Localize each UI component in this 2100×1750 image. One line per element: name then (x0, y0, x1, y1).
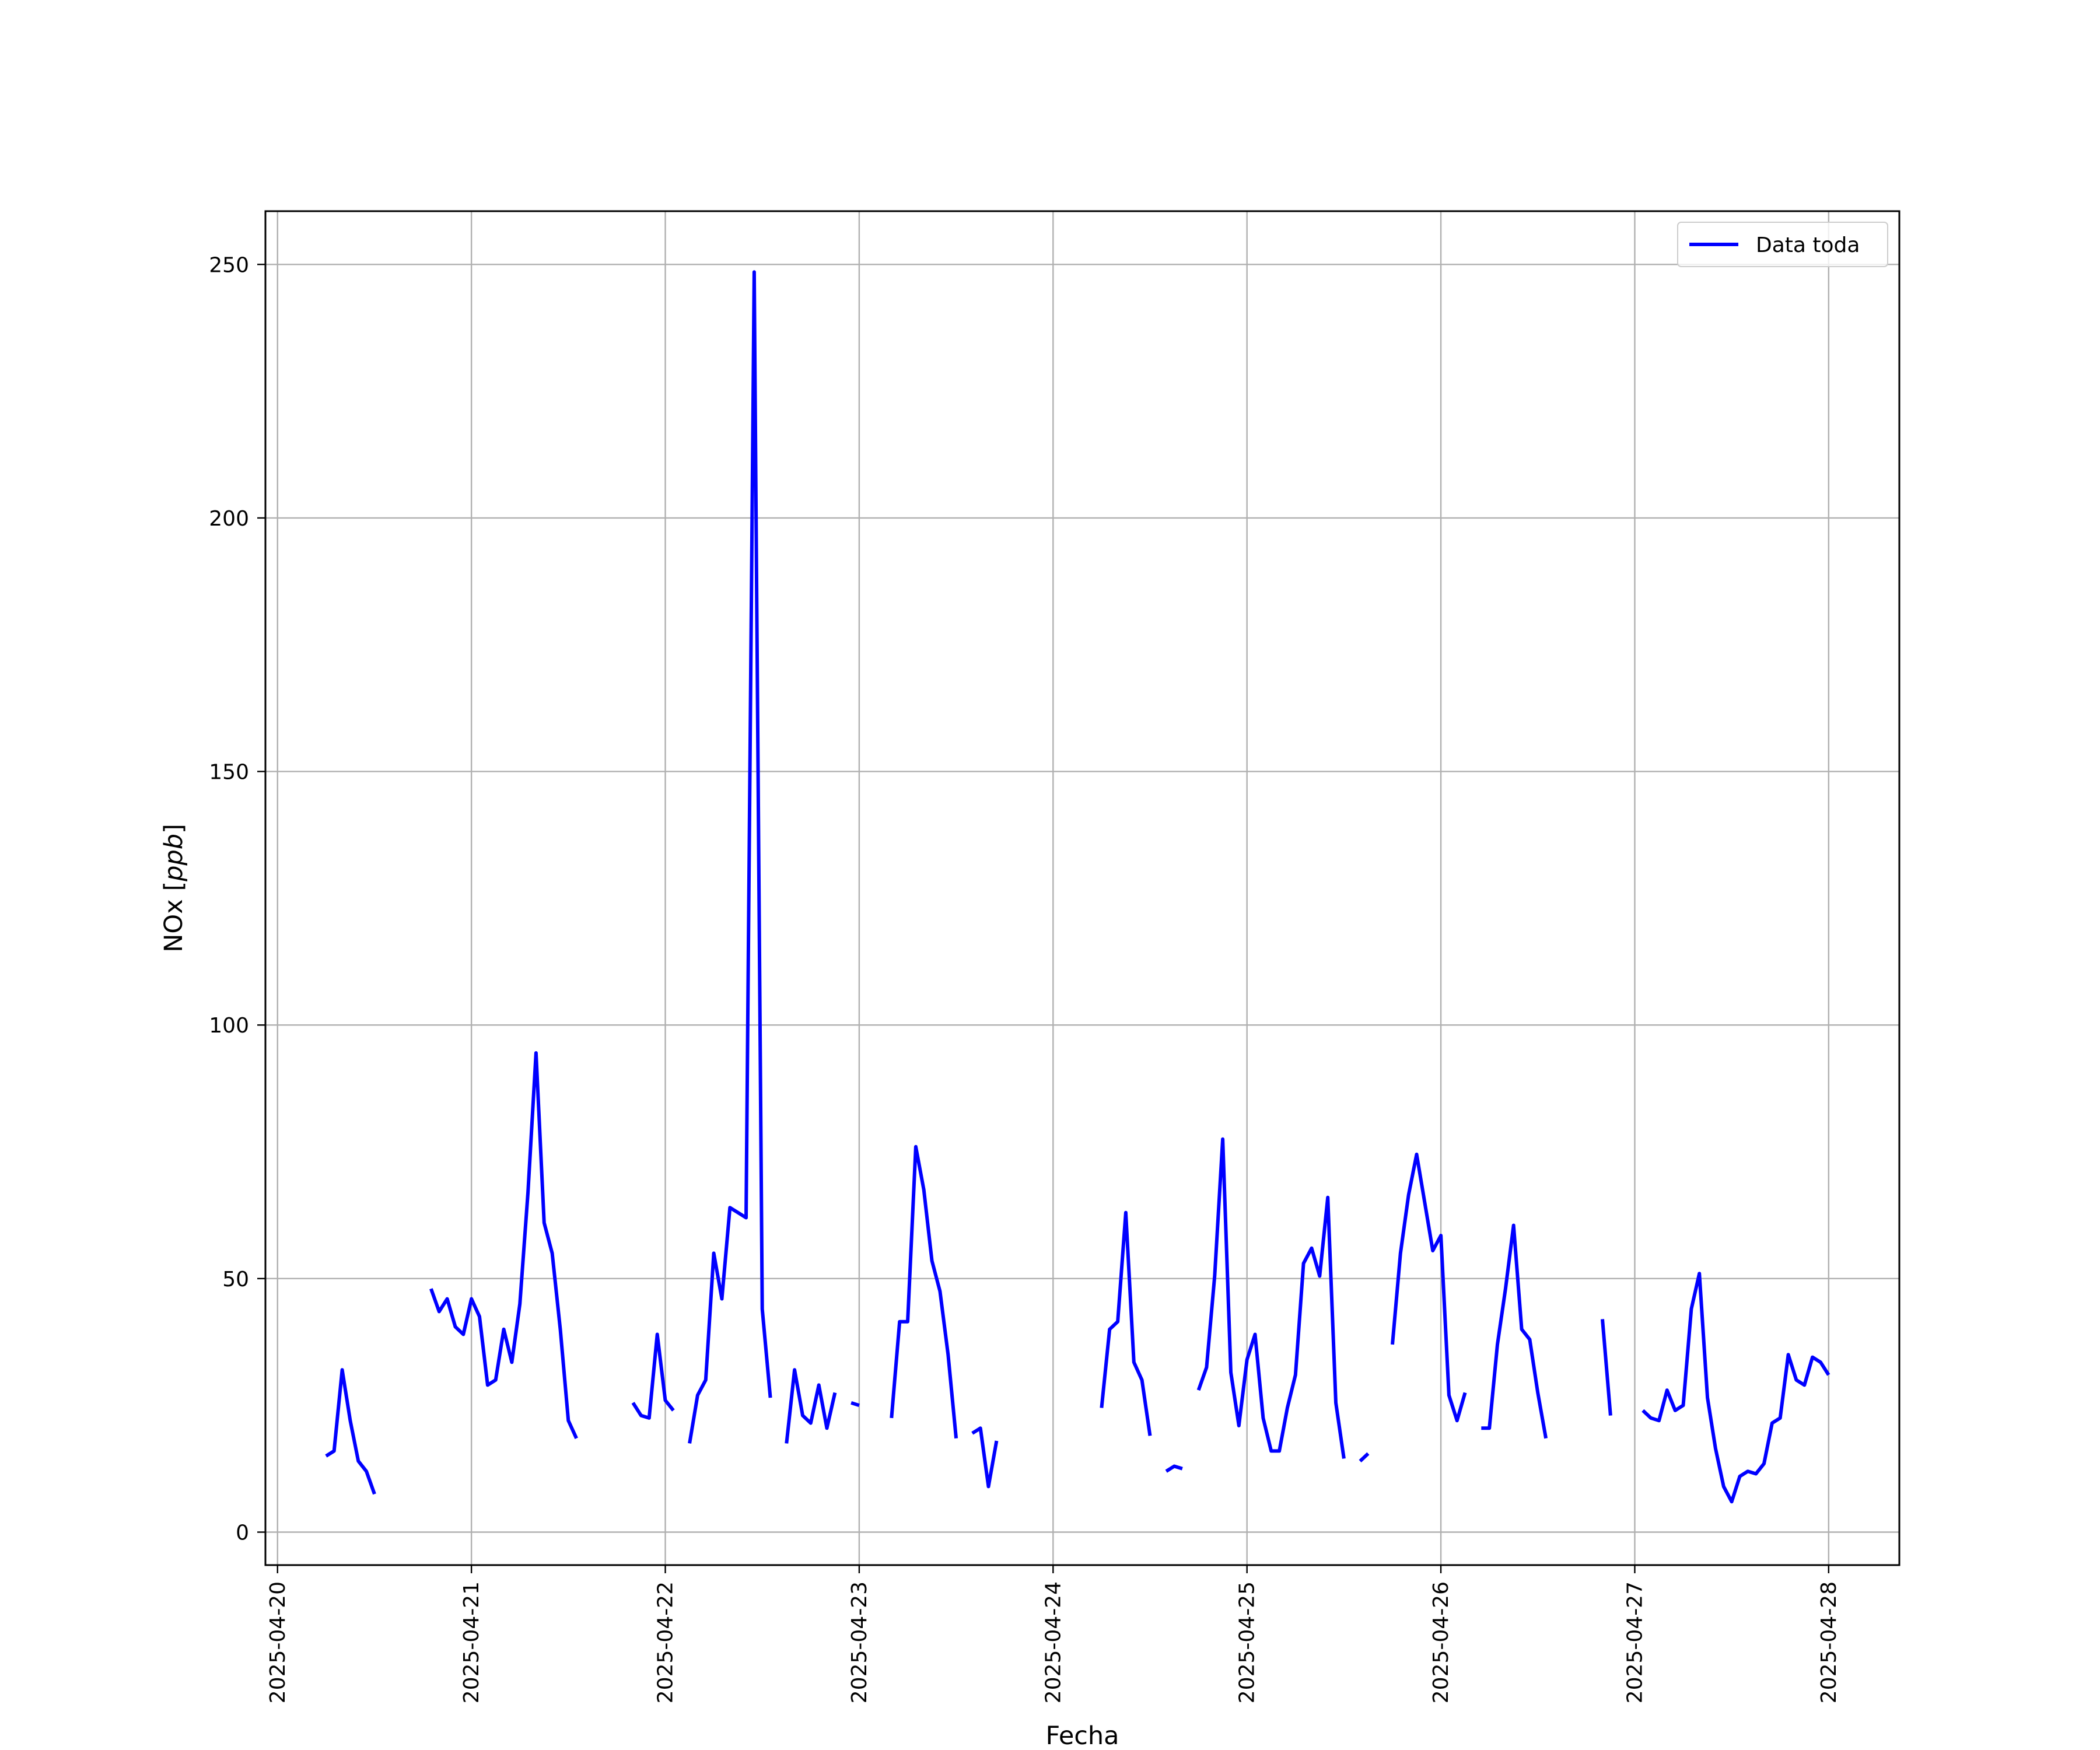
series-line-segment (1100, 1210, 1152, 1436)
y-axis-ticks: 0 50 100 150 200 250 (209, 253, 265, 1545)
y-tick-label: 0 (236, 1521, 249, 1545)
y-tick-label: 200 (209, 507, 249, 531)
y-tick-label: 50 (222, 1268, 249, 1292)
x-tick-label: 2025-04-26 (1429, 1581, 1453, 1703)
series-line-segment (890, 1144, 958, 1438)
x-axis-ticks: 2025-04-20 2025-04-21 2025-04-22 2025-04-23… (266, 1565, 1841, 1703)
series-line-segment (1642, 1272, 1831, 1504)
series-line-segment (850, 1401, 860, 1408)
x-tick-label: 2025-04-24 (1041, 1581, 1065, 1703)
y-axis-label-bracket-close: ] (159, 824, 188, 834)
series-line-segment (971, 1426, 999, 1489)
y-tick-label: 100 (209, 1014, 249, 1038)
series-line-segment (1359, 1452, 1370, 1462)
x-axis-label: Fecha (1045, 1721, 1119, 1750)
series-line-segment (1481, 1223, 1548, 1439)
legend-label-data-toda: Data toda (1756, 233, 1860, 257)
x-tick-label: 2025-04-25 (1236, 1581, 1259, 1703)
series-data-toda (325, 270, 1831, 1504)
series-line-segment (1196, 1137, 1346, 1459)
y-axis-label-unit: ppb (159, 834, 188, 882)
series-line-segment (688, 270, 772, 1444)
legend: Data toda (1677, 222, 1888, 267)
grid-lines (265, 211, 1899, 1565)
x-tick-label: 2025-04-21 (460, 1581, 484, 1703)
y-tick-label: 150 (209, 761, 249, 785)
series-line-segment (1601, 1319, 1612, 1416)
y-tick-label: 250 (209, 253, 249, 277)
series-line-segment (1391, 1152, 1467, 1423)
x-tick-label: 2025-04-20 (266, 1581, 290, 1703)
series-line-segment (325, 1368, 376, 1495)
legend-box (1677, 222, 1888, 267)
series-line-segment (1165, 1464, 1183, 1473)
plot-area-frame (264, 210, 1901, 1566)
x-tick-label: 2025-04-23 (848, 1581, 872, 1703)
x-tick-label: 2025-04-27 (1623, 1581, 1647, 1703)
y-axis-label-bracket-open: [ (159, 881, 188, 891)
y-axis-label-text: NOx (159, 891, 188, 953)
y-axis-label: NOx [ppb] (159, 824, 188, 953)
series-line-segment (429, 1051, 578, 1439)
x-tick-label: 2025-04-28 (1817, 1581, 1841, 1703)
series-line-segment (631, 1332, 675, 1420)
series-line-segment (785, 1368, 837, 1444)
x-tick-label: 2025-04-22 (654, 1581, 678, 1703)
